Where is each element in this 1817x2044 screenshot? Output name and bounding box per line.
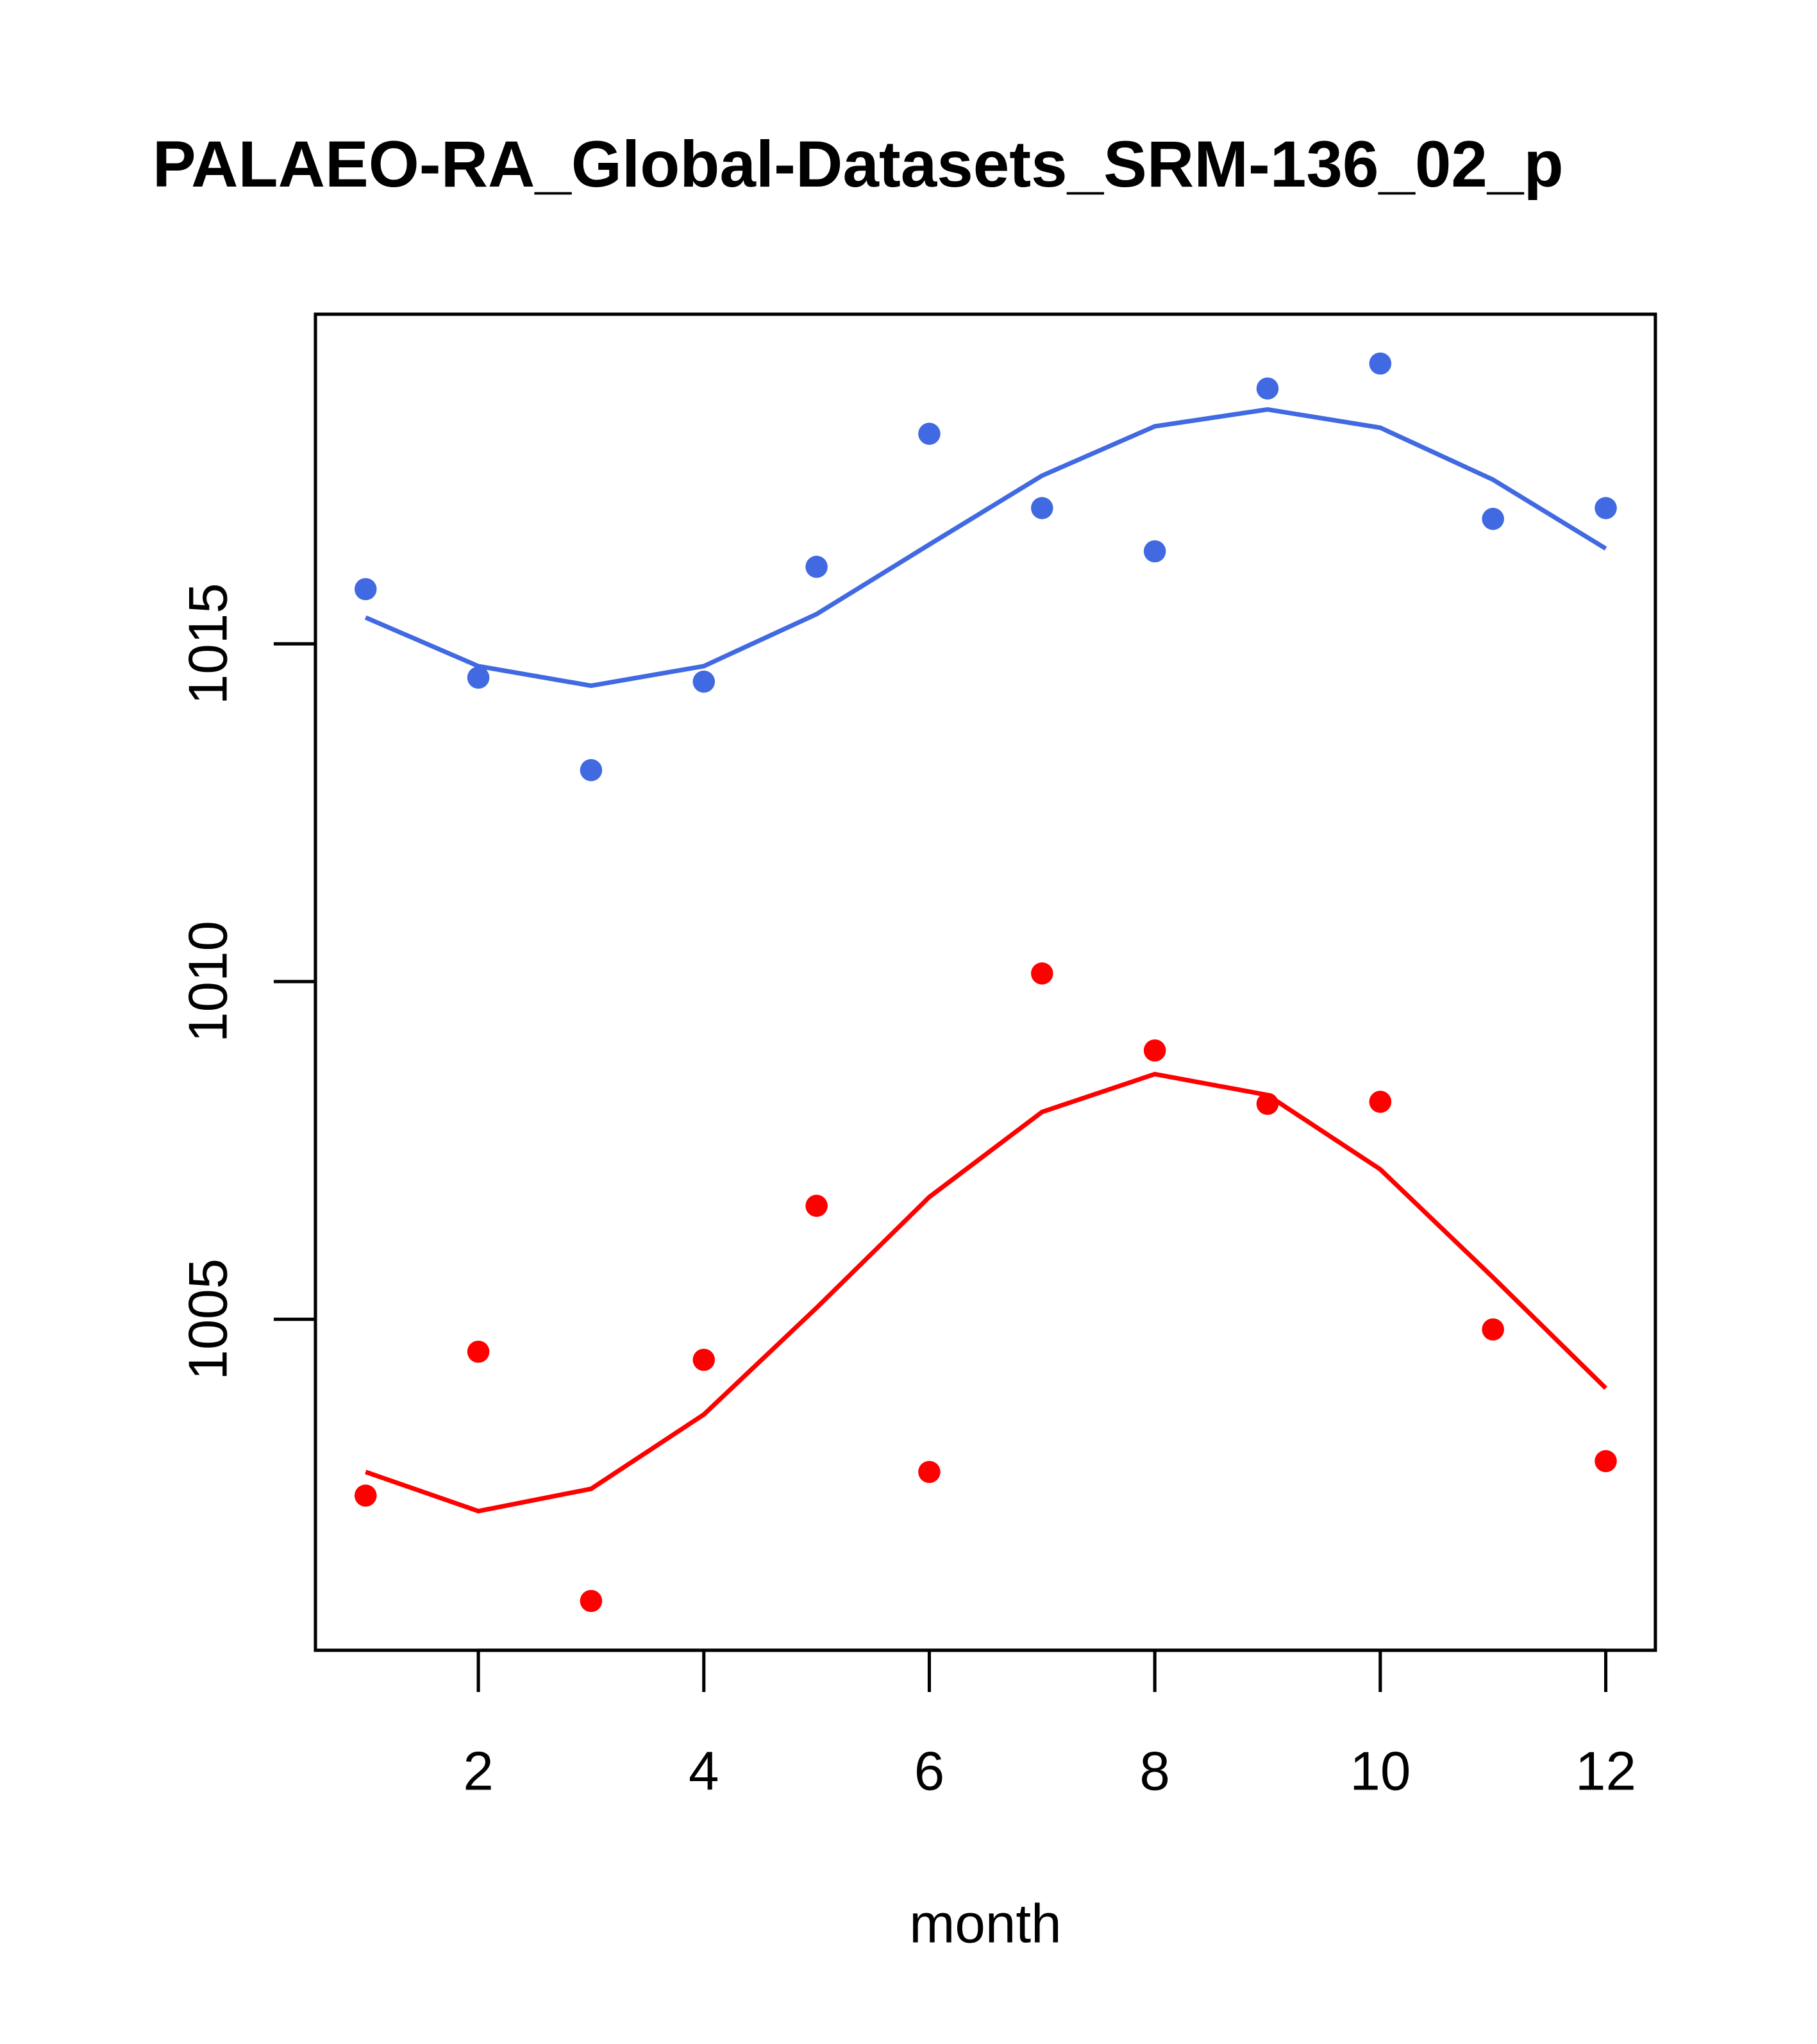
blue-data-point [1595,497,1617,519]
series-layer [354,352,1617,1613]
red-data-point [1031,962,1053,985]
red-data-point [805,1194,828,1217]
red-data-point [918,1461,941,1484]
red-data-point [580,1589,603,1613]
x-tick-label: 4 [689,1741,719,1802]
y-tick-label: 1005 [178,1259,239,1380]
x-tick-label: 2 [463,1741,493,1802]
blue-data-point [467,666,490,689]
red-data-point [1143,1039,1166,1062]
red-data-point [1482,1318,1504,1341]
blue-data-point [580,758,603,782]
red-data-point [467,1340,490,1363]
blue-data-point [692,670,716,693]
red-smooth-line [365,1071,1608,1514]
x-tick-label: 6 [914,1741,944,1802]
blue-data-point [1482,508,1504,530]
blue-data-point [1143,540,1166,563]
x-tick-label: 10 [1350,1741,1411,1802]
x-tick-label: 12 [1575,1741,1636,1802]
x-axis: 2 4 6 8 10 12 [463,1648,1636,1802]
blue-data-point [1031,497,1053,519]
blue-smooth-line [364,407,1607,689]
blue-data-point [918,423,941,445]
x-tick-label: 8 [1139,1741,1169,1802]
y-tick-label: 1015 [178,583,239,705]
y-tick-label: 1010 [178,921,239,1043]
red-data-point [1595,1450,1617,1473]
blue-data-point [1369,352,1392,375]
blue-data-point [354,578,377,601]
red-data-point [1256,1093,1279,1115]
chart-title: PALAEO-RA_Global-Datasets_SRM-136_02_p [153,128,1564,201]
red-data-point [692,1348,716,1371]
plot-frame [314,312,1657,1652]
blue-data-point [1256,377,1279,400]
red-data-point [354,1484,377,1507]
red-data-point [1369,1091,1392,1113]
y-axis: 1005 1010 1015 [178,583,317,1380]
x-axis-label: month [909,1893,1061,1954]
blue-data-point [805,555,828,578]
